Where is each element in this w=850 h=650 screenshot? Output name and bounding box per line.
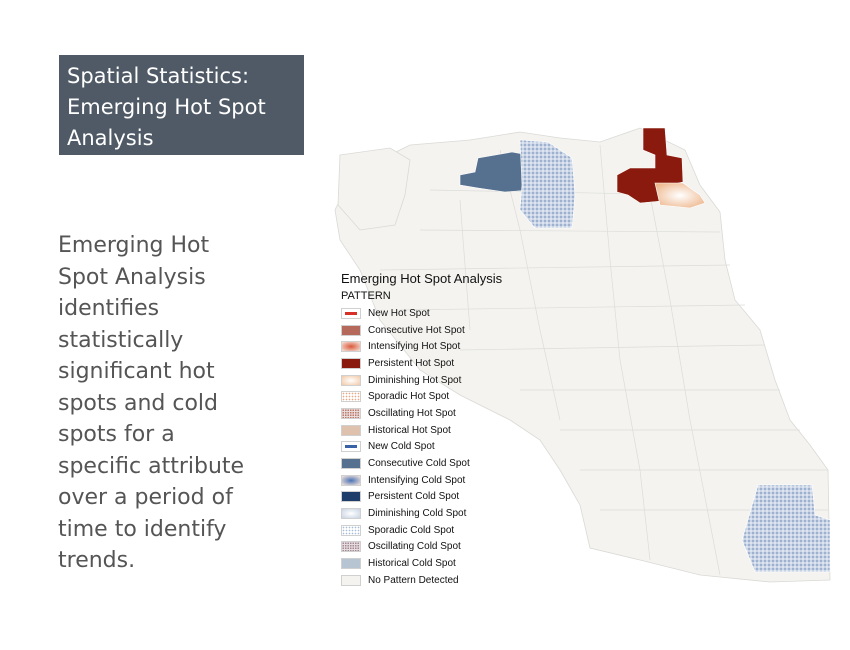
legend-item: Oscillating Hot Spot [341, 405, 502, 422]
legend-swatch [341, 407, 361, 419]
sporadic-cold-spot-south [741, 484, 831, 573]
legend-swatch [341, 491, 361, 503]
body-line: spots and cold [58, 390, 218, 416]
body-line: identifies [58, 296, 160, 321]
body-line: trends. [58, 548, 136, 573]
body-line: Spot Analysis [58, 264, 206, 290]
legend-swatch [341, 324, 361, 336]
legend-label: Diminishing Cold Spot [368, 508, 467, 520]
legend-item: Intensifying Hot Spot [341, 338, 502, 355]
legend-item: New Hot Spot [341, 305, 502, 322]
slide-title: Spatial Statistics: Emerging Hot Spot An… [59, 55, 304, 155]
body-line: significant hot [58, 359, 215, 384]
legend-item: Consecutive Cold Spot [341, 455, 502, 472]
legend-title: Emerging Hot Spot Analysis [341, 271, 503, 286]
legend-item: New Cold Spot [341, 439, 502, 456]
legend-swatch [341, 391, 361, 403]
body-line: statistically [58, 327, 184, 353]
legend-label: Consecutive Cold Spot [368, 458, 470, 470]
legend-item: Intensifying Cold Spot [341, 472, 502, 489]
body-line: time to identify [58, 516, 227, 542]
legend-item: Persistent Cold Spot [341, 489, 502, 506]
legend-swatch [341, 374, 361, 386]
legend-subtitle: PATTERN [341, 290, 391, 302]
legend-swatch [341, 574, 361, 586]
legend-label: Consecutive Hot Spot [368, 324, 465, 336]
chicago-hotspot-map [334, 127, 831, 583]
sporadic-cold-spot-north [519, 139, 576, 229]
legend-swatch [341, 524, 361, 536]
legend-label: Diminishing Hot Spot [368, 374, 462, 386]
legend-item: Diminishing Hot Spot [341, 372, 502, 389]
legend-label: Intensifying Cold Spot [368, 474, 466, 486]
body-line: Emerging Hot [58, 233, 210, 258]
legend-label: New Cold Spot [368, 441, 435, 453]
legend-label: Historical Cold Spot [368, 558, 456, 570]
legend-item: Sporadic Cold Spot [341, 522, 502, 539]
map-legend: Emerging Hot Spot Analysis PATTERN New H… [341, 271, 502, 589]
legend-swatch [341, 541, 361, 553]
legend-item: Historical Hot Spot [341, 422, 502, 439]
body-line: over a period of [58, 485, 233, 510]
diminishing-hot-spot-area [654, 182, 706, 209]
legend-label: New Hot Spot [368, 307, 430, 319]
legend-label: No Pattern Detected [368, 574, 459, 586]
body-line: spots for a [58, 422, 175, 447]
legend-item: Consecutive Hot Spot [341, 322, 502, 339]
legend-label: Sporadic Hot Spot [368, 391, 450, 403]
slide-body-text: Emerging Hot Spot Analysis identifies st… [58, 230, 298, 577]
legend-item: No Pattern Detected [341, 572, 502, 589]
legend-swatch [341, 357, 361, 369]
body-line: specific attribute [58, 453, 245, 479]
legend-label: Oscillating Cold Spot [368, 541, 461, 553]
legend-item: Persistent Hot Spot [341, 355, 502, 372]
legend-swatch [341, 307, 361, 319]
legend-label: Persistent Cold Spot [368, 491, 460, 503]
legend-label: Historical Hot Spot [368, 424, 451, 436]
legend-label: Intensifying Hot Spot [368, 341, 461, 353]
legend-swatch [341, 441, 361, 453]
legend-swatch [341, 458, 361, 470]
legend-list: New Hot Spot Consecutive Hot Spot Intensif… [341, 305, 502, 589]
legend-swatch [341, 508, 361, 520]
legend-item: Diminishing Cold Spot [341, 505, 502, 522]
title-line: Spatial Statistics: [67, 64, 250, 88]
legend-label: Oscillating Hot Spot [368, 407, 456, 419]
legend-item: Oscillating Cold Spot [341, 539, 502, 556]
legend-swatch [341, 474, 361, 486]
legend-label: Persistent Hot Spot [368, 357, 455, 369]
legend-item: Historical Cold Spot [341, 555, 502, 572]
legend-swatch [341, 558, 361, 570]
ohare-region [337, 147, 411, 231]
legend-swatch [341, 341, 361, 353]
title-line: Emerging Hot Spot [67, 95, 266, 119]
legend-swatch [341, 424, 361, 436]
legend-label: Sporadic Cold Spot [368, 524, 455, 536]
title-line: Analysis [67, 126, 154, 150]
legend-item: Sporadic Hot Spot [341, 388, 502, 405]
